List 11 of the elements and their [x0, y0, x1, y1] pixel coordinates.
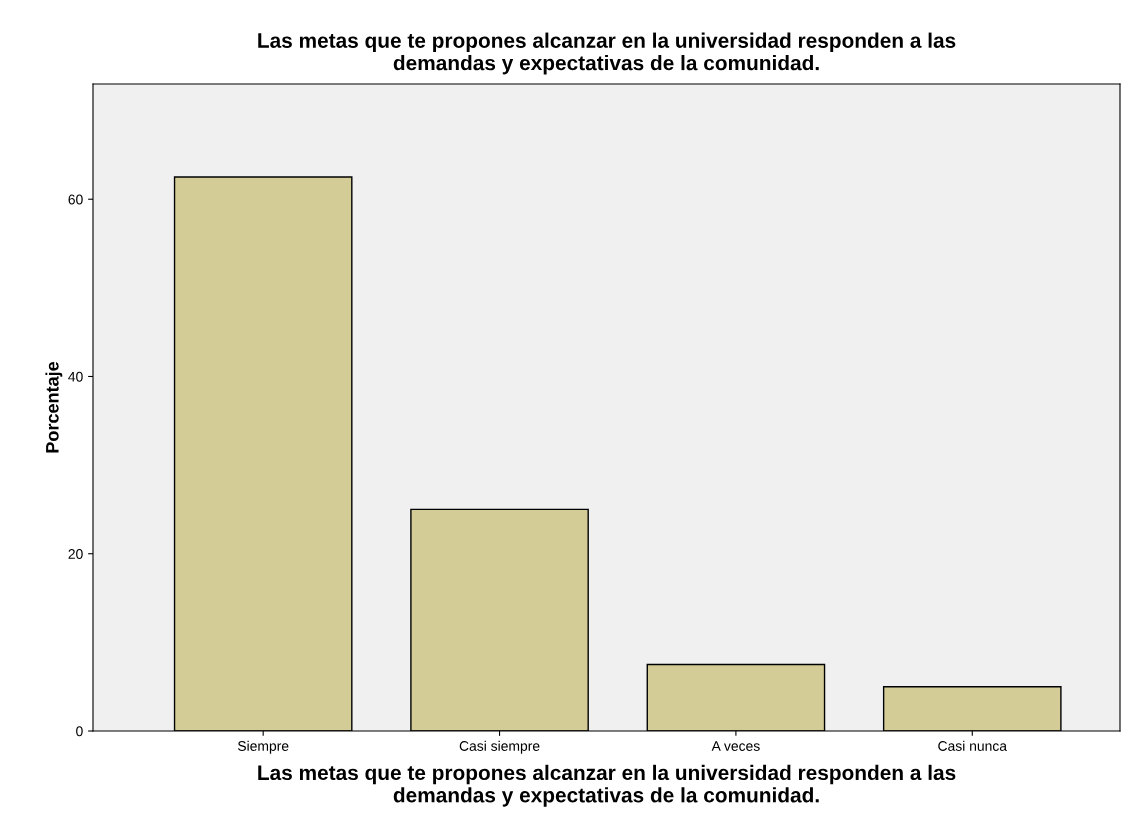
- y-tick-label: 40: [68, 371, 83, 382]
- x-tick-label: Casi siempre: [459, 740, 540, 754]
- chart-title: Las metas que te propones alcanzar en la universidad responden a las demandas y expectativas de la comunidad.: [258, 32, 956, 75]
- y-axis-title: Porcentaje: [45, 361, 63, 453]
- x-tick-label: Casi nunca: [938, 740, 1008, 751]
- y-tick-label: 20: [68, 549, 83, 559]
- x-axis-title: Las metas que te propones alcanzar en la universidad responden a las demandas y expectativas de la comunidad.: [258, 764, 956, 807]
- y-tick-label: 60: [68, 194, 83, 205]
- x-tick-label: A veces: [711, 741, 760, 751]
- y-tick-label: 0: [76, 726, 83, 737]
- x-tick-label: Siempre: [237, 740, 289, 754]
